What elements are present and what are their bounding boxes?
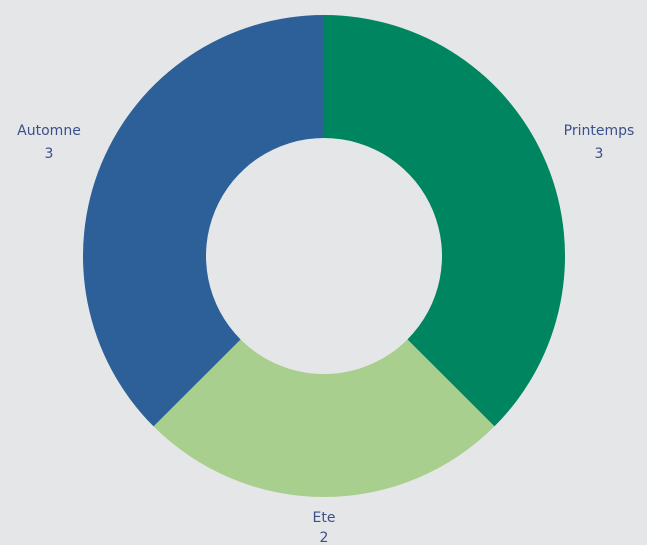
slice-labels: Printemps 3 Ete 2 Automne 3 (17, 123, 634, 545)
slice-label-printemps: Printemps (564, 123, 635, 139)
slice-automne (83, 15, 325, 427)
slice-value-printemps: 3 (595, 146, 604, 162)
slice-label-automne: Automne (17, 123, 81, 139)
slice-value-automne: 3 (45, 146, 54, 162)
donut-slices (83, 15, 565, 498)
slice-value-ete: 2 (320, 530, 329, 545)
slice-label-ete: Ete (313, 510, 336, 526)
slice-ete (153, 339, 495, 498)
slice-printemps (324, 15, 565, 427)
